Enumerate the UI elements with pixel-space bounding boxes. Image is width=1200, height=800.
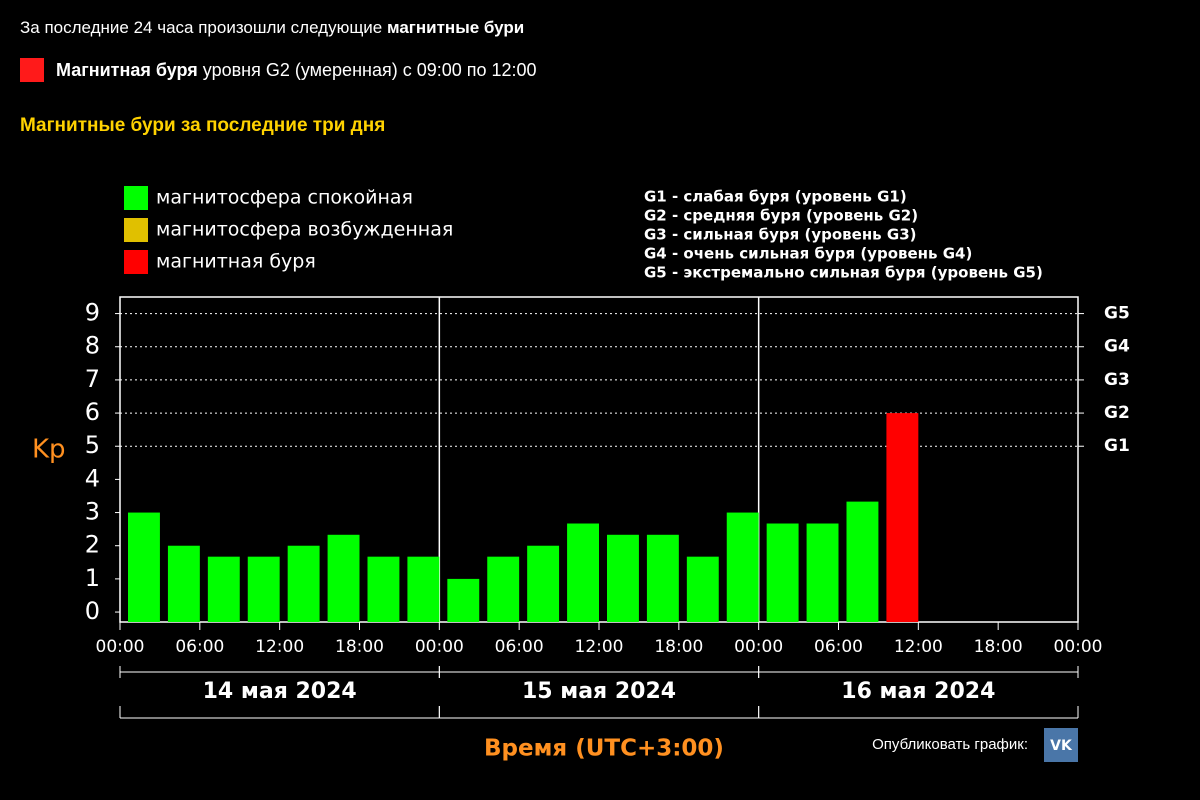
- legend-swatch: [124, 218, 148, 242]
- section-title: Магнитные бури за последние три дня: [20, 115, 386, 136]
- bar: [886, 413, 919, 622]
- x-axis-title: Время (UTC+3:00): [484, 736, 724, 762]
- bar: [128, 512, 160, 622]
- storm-swatch: [20, 58, 44, 82]
- y2-tick-label: G4: [1104, 337, 1130, 357]
- y-tick-label: 9: [85, 299, 100, 327]
- bar: [846, 501, 879, 622]
- storm-line: Магнитная буря уровня G2 (умеренная) с 09…: [20, 58, 537, 82]
- bar: [287, 545, 320, 622]
- g-legend-item: G2 - средняя буря (уровень G2): [644, 207, 918, 225]
- x-tick-label: 18:00: [974, 637, 1023, 657]
- bar: [806, 523, 839, 622]
- summary-bold: магнитные бури: [387, 18, 525, 37]
- day-label: 14 мая 2024: [203, 679, 357, 704]
- vk-text: VK: [1050, 738, 1073, 754]
- y-tick-label: 3: [85, 498, 100, 526]
- y2-tick-label: G5: [1104, 304, 1130, 324]
- vk-button[interactable]: VK: [1044, 728, 1078, 762]
- y-tick-label: 4: [85, 464, 100, 492]
- y-tick-label: 7: [85, 365, 100, 393]
- x-tick-label: 00:00: [96, 637, 145, 657]
- storm-text: уровня G2 (умеренная) с 09:00 по 12:00: [202, 59, 537, 80]
- bar: [207, 556, 240, 622]
- x-tick-label: 00:00: [734, 637, 783, 657]
- x-tick-label: 00:00: [1054, 637, 1103, 657]
- x-tick-label: 06:00: [495, 637, 544, 657]
- bar: [247, 556, 280, 622]
- legend-label: магнитная буря: [156, 251, 316, 273]
- bar: [607, 534, 639, 622]
- x-tick-label: 06:00: [814, 637, 863, 657]
- x-tick-label: 12:00: [575, 637, 624, 657]
- legend-label: магнитосфера возбужденная: [156, 219, 453, 241]
- y-tick-label: 1: [85, 564, 100, 592]
- y2-tick-label: G1: [1104, 436, 1130, 456]
- y-tick-label: 0: [85, 597, 100, 625]
- x-tick-label: 06:00: [175, 637, 224, 657]
- y-tick-label: 6: [85, 398, 100, 426]
- x-tick-label: 12:00: [255, 637, 304, 657]
- bar: [367, 556, 400, 622]
- g-legend-item: G4 - очень сильная буря (уровень G4): [644, 245, 972, 263]
- bar: [327, 534, 360, 622]
- summary-text: За последние 24 часа произошли следующие: [20, 18, 387, 37]
- x-tick-label: 18:00: [654, 637, 703, 657]
- bar: [167, 545, 200, 622]
- day-label: 15 мая 2024: [522, 679, 676, 704]
- bar: [726, 512, 759, 622]
- y-tick-label: 2: [85, 531, 100, 559]
- x-tick-label: 12:00: [894, 637, 943, 657]
- g-legend-item: G5 - экстремально сильная буря (уровень …: [644, 264, 1043, 282]
- x-tick-label: 00:00: [415, 637, 464, 657]
- legend-swatch: [124, 186, 148, 210]
- bar: [527, 545, 560, 622]
- y-tick-label: 5: [85, 431, 100, 459]
- storm-bold: Магнитная буря: [56, 59, 198, 80]
- bar: [567, 523, 599, 622]
- legend-swatch: [124, 250, 148, 274]
- bar: [407, 556, 440, 622]
- vk-icon: [1044, 728, 1078, 762]
- bar: [487, 556, 520, 622]
- bar: [447, 578, 480, 622]
- summary: За последние 24 часа произошли следующие…: [20, 18, 524, 38]
- bar: [766, 523, 799, 622]
- y-axis-title: Kp: [32, 435, 66, 465]
- g-legend-item: G3 - сильная буря (уровень G3): [644, 226, 917, 244]
- bar: [686, 556, 719, 622]
- bar: [646, 534, 679, 622]
- x-tick-label: 18:00: [335, 637, 384, 657]
- y2-tick-label: G3: [1104, 370, 1130, 390]
- publish-label: Опубликовать график:: [872, 736, 1028, 753]
- y2-tick-label: G2: [1104, 403, 1130, 423]
- legend-label: магнитосфера спокойная: [156, 187, 413, 209]
- day-label: 16 мая 2024: [841, 679, 995, 704]
- y-tick-label: 8: [85, 332, 100, 360]
- g-legend-item: G1 - слабая буря (уровень G1): [644, 188, 907, 206]
